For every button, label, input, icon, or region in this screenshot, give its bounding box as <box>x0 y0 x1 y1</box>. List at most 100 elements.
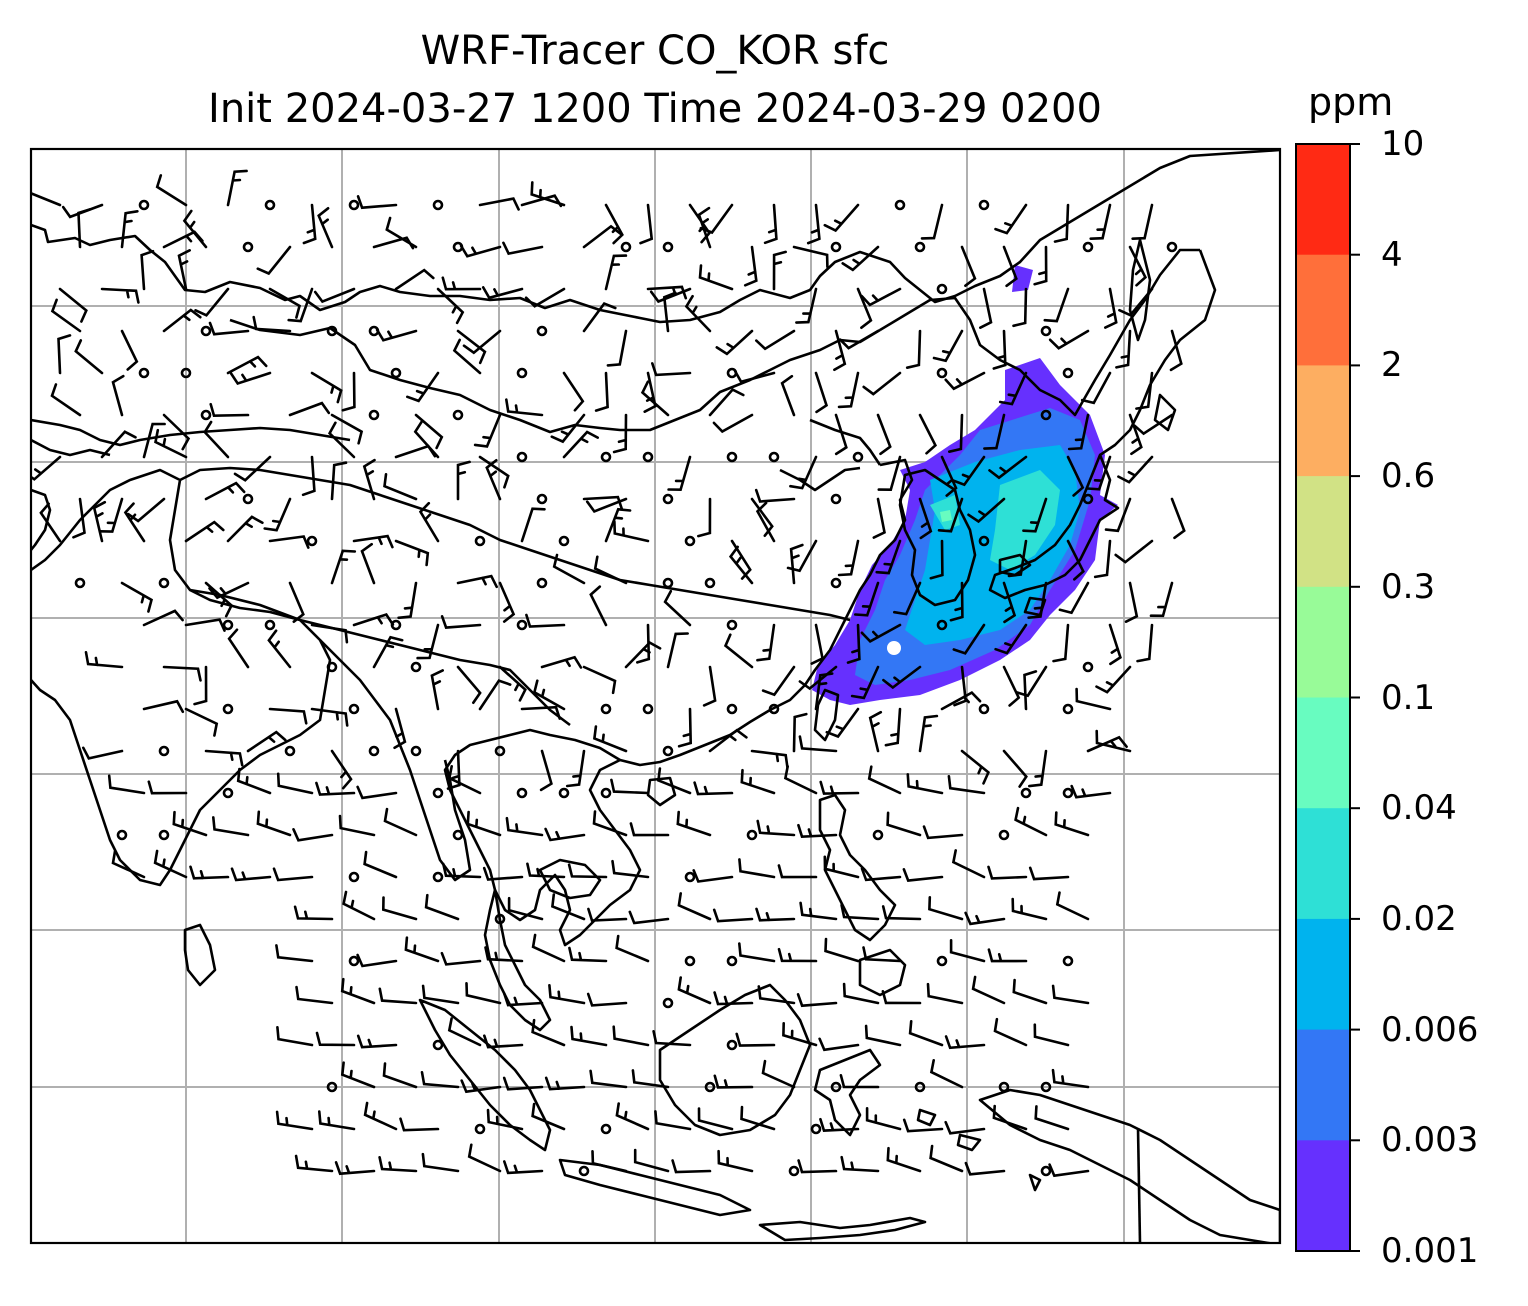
wind-barb <box>399 1117 440 1132</box>
wind-barb <box>532 679 566 711</box>
wind-barb <box>539 749 553 792</box>
wind-calm-marker <box>516 787 528 799</box>
wind-barb <box>738 858 776 879</box>
wind-barb <box>1052 623 1070 663</box>
wind-barb <box>383 473 418 501</box>
wind-calm-marker <box>914 1081 926 1093</box>
wind-barb <box>615 1102 650 1131</box>
wind-calm-marker <box>368 745 380 757</box>
wind-barb <box>698 264 734 291</box>
wind-barb <box>585 497 628 513</box>
wind-calm-marker <box>158 745 170 757</box>
wind-barb <box>928 896 964 921</box>
wind-barb <box>92 500 107 543</box>
wind-barb <box>478 197 520 211</box>
wind-barb <box>456 665 482 704</box>
wind-barb <box>1133 413 1174 436</box>
wind-barb <box>893 581 922 616</box>
wind-barb <box>1066 539 1085 581</box>
wind-calm-marker <box>432 1039 444 1051</box>
map-frame <box>29 147 1282 1245</box>
wind-barb <box>799 901 838 921</box>
wind-barb <box>317 207 334 249</box>
wind-barb <box>697 497 712 538</box>
wind-barb <box>452 338 482 375</box>
wind-barb <box>712 413 754 434</box>
lat-lon-grid <box>31 149 1280 1243</box>
wind-barb <box>421 984 460 1005</box>
wind-barb <box>194 287 230 317</box>
wind-barb <box>864 1024 902 1047</box>
wind-barb <box>613 520 650 543</box>
colorbar-segment <box>1296 697 1350 809</box>
wind-barb <box>362 458 376 501</box>
wind-barb <box>524 287 566 308</box>
wind-barb <box>810 623 824 665</box>
wind-barb <box>204 749 244 767</box>
wind-barb <box>867 765 902 795</box>
wind-barb <box>994 623 1028 655</box>
colorbar-segment <box>1296 476 1350 588</box>
wind-calm-marker <box>1062 787 1074 799</box>
wind-barb <box>940 455 958 497</box>
wind-barb <box>949 581 964 622</box>
wind-barb <box>612 1025 650 1047</box>
wind-barb <box>1022 497 1048 533</box>
wind-barb <box>824 937 860 963</box>
wind-barb <box>123 502 146 543</box>
wind-barb <box>481 286 524 300</box>
wind-barb <box>162 665 202 682</box>
wind-barb <box>310 371 343 404</box>
wind-calm-marker <box>662 997 674 1009</box>
colorbar-tick-label: 0.6 <box>1381 456 1436 497</box>
wind-barb <box>531 933 566 963</box>
wind-barb <box>677 976 712 1005</box>
wind-barb <box>276 772 314 795</box>
wind-barb <box>447 765 482 795</box>
wind-barb <box>275 944 314 963</box>
colorbar-tick-label: 0.001 <box>1381 1231 1479 1271</box>
wind-barb <box>743 245 758 287</box>
wind-barb <box>967 497 1006 524</box>
wind-barb <box>715 329 754 356</box>
wind-barb <box>814 371 829 414</box>
wind-calm-marker <box>558 787 570 799</box>
wind-barb <box>1067 413 1090 451</box>
wind-barb <box>713 1074 754 1089</box>
wind-barb <box>738 942 776 963</box>
wind-barb <box>992 1104 1028 1131</box>
wind-barb <box>483 1034 524 1049</box>
wind-barb <box>922 825 964 840</box>
wind-barb <box>728 545 754 585</box>
colorbar-tick-label: 0.1 <box>1381 677 1436 718</box>
wind-calm-marker <box>536 493 548 505</box>
wind-barb <box>465 982 502 1005</box>
wind-barb <box>960 749 990 785</box>
wind-barb <box>486 1108 524 1131</box>
wind-calm-marker <box>348 955 360 967</box>
wind-barb <box>905 329 922 369</box>
wind-barb <box>460 1079 502 1094</box>
wind-barb <box>964 1161 1006 1176</box>
wind-barb <box>949 939 986 963</box>
wind-barb <box>761 665 796 697</box>
wind-barb <box>902 1118 944 1133</box>
wind-barb <box>226 355 268 375</box>
wind-barb <box>865 1107 902 1131</box>
wind-barb <box>440 615 482 629</box>
wind-barb <box>58 287 88 323</box>
wind-barb <box>1048 1163 1090 1178</box>
wind-barb <box>629 822 670 837</box>
wind-barb <box>733 370 776 384</box>
wind-barb <box>484 946 524 963</box>
wind-calm-marker <box>662 745 674 757</box>
wind-barb <box>586 992 628 1007</box>
wind-barb <box>589 1069 628 1089</box>
wind-barb <box>814 672 834 711</box>
wind-barb <box>562 430 599 459</box>
colorbar-segment <box>1296 144 1350 256</box>
colorbar-tick-label: 2 <box>1381 345 1403 386</box>
wind-barb <box>971 975 1006 1005</box>
wind-barb <box>761 1059 796 1089</box>
